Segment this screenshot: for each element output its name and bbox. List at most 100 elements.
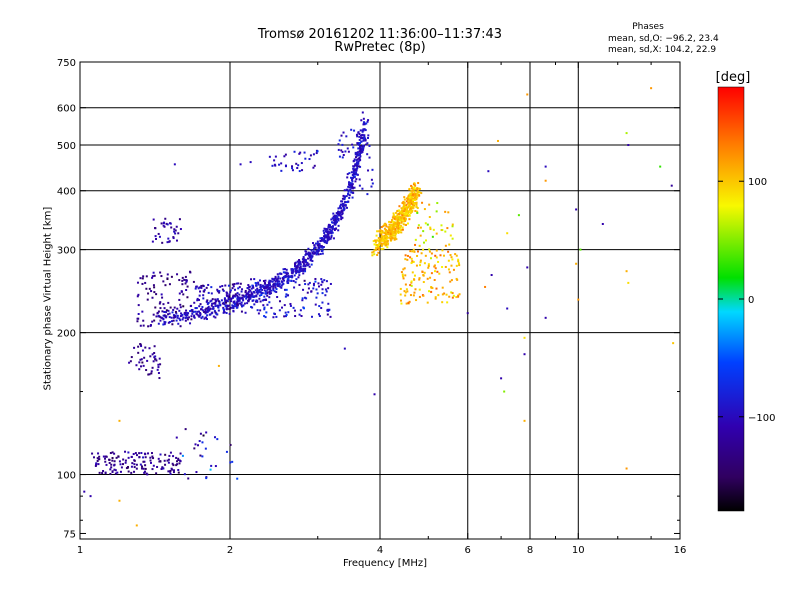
data-point [115,456,118,459]
data-point [334,222,337,225]
data-point [335,215,338,218]
data-point [301,260,304,263]
data-point [404,283,407,286]
data-point [398,213,401,216]
data-point [330,232,333,235]
data-point [407,214,410,217]
data-point [139,358,142,361]
data-point [441,249,444,252]
data-point [398,211,401,214]
data-point [231,283,234,286]
data-point [406,209,409,212]
data-point [137,293,140,296]
data-point [366,120,369,123]
data-point [358,159,361,162]
data-point [167,458,170,461]
data-point [351,143,354,146]
data-point [238,286,241,289]
data-point [185,279,188,282]
data-point [338,155,341,158]
data-point [132,453,135,456]
data-point [437,260,440,263]
data-point [227,295,230,298]
data-point [404,219,407,222]
data-point [254,300,257,303]
data-point [137,345,140,348]
data-point [159,453,162,456]
data-point [235,305,238,308]
data-point [307,263,310,266]
data-point [419,234,422,237]
data-point [298,260,301,263]
data-point [298,269,301,272]
data-point [278,300,281,303]
data-point [154,235,157,238]
data-point [219,304,222,307]
data-point [450,279,453,282]
data-point [320,245,323,248]
data-point [179,303,182,306]
data-point [159,319,162,322]
data-point [401,201,404,204]
data-point [105,455,108,458]
data-point [411,205,414,208]
data-point [457,258,460,261]
data-point [328,238,331,241]
data-point [215,313,218,316]
data-point [162,317,165,320]
data-point [354,153,357,156]
data-point [435,256,438,259]
data-point [216,288,219,291]
data-point [352,171,355,174]
data-point [285,288,288,291]
data-point [291,272,294,275]
data-point [417,226,420,229]
data-point [276,279,279,282]
data-point [259,286,262,289]
data-point [293,262,296,265]
data-point [239,302,242,305]
data-point [143,470,146,473]
data-point [201,315,204,318]
data-point [409,211,412,214]
data-point [182,293,185,296]
data-point [166,241,169,244]
data-point [429,228,432,231]
data-point [150,290,153,293]
data-point [247,290,250,293]
data-point [305,252,308,255]
data-point [206,310,209,313]
data-point [367,169,370,172]
data-point [264,279,267,282]
data-point [177,458,180,461]
data-point [358,147,361,150]
data-point [119,470,122,473]
data-point [197,287,200,290]
data-point [393,231,396,234]
data-point [364,129,367,132]
data-point [153,345,156,348]
data-point [139,324,142,327]
y-tick-label: 300 [57,246,76,257]
data-point [152,313,155,316]
data-point [94,464,97,467]
data-point [356,154,359,157]
data-point [222,311,225,314]
data-point [221,302,224,305]
data-point [206,309,209,312]
data-point [411,192,414,195]
data-point [342,207,345,210]
data-point [314,251,317,254]
data-point [287,294,290,297]
data-point [304,267,307,270]
data-point [356,166,359,169]
data-point [312,250,315,253]
data-point [244,295,247,298]
data-point [251,284,254,287]
data-point [214,436,217,439]
data-point [105,463,108,466]
data-point [323,234,326,237]
data-point [387,242,390,245]
data-point [130,465,133,468]
data-point [289,275,292,278]
